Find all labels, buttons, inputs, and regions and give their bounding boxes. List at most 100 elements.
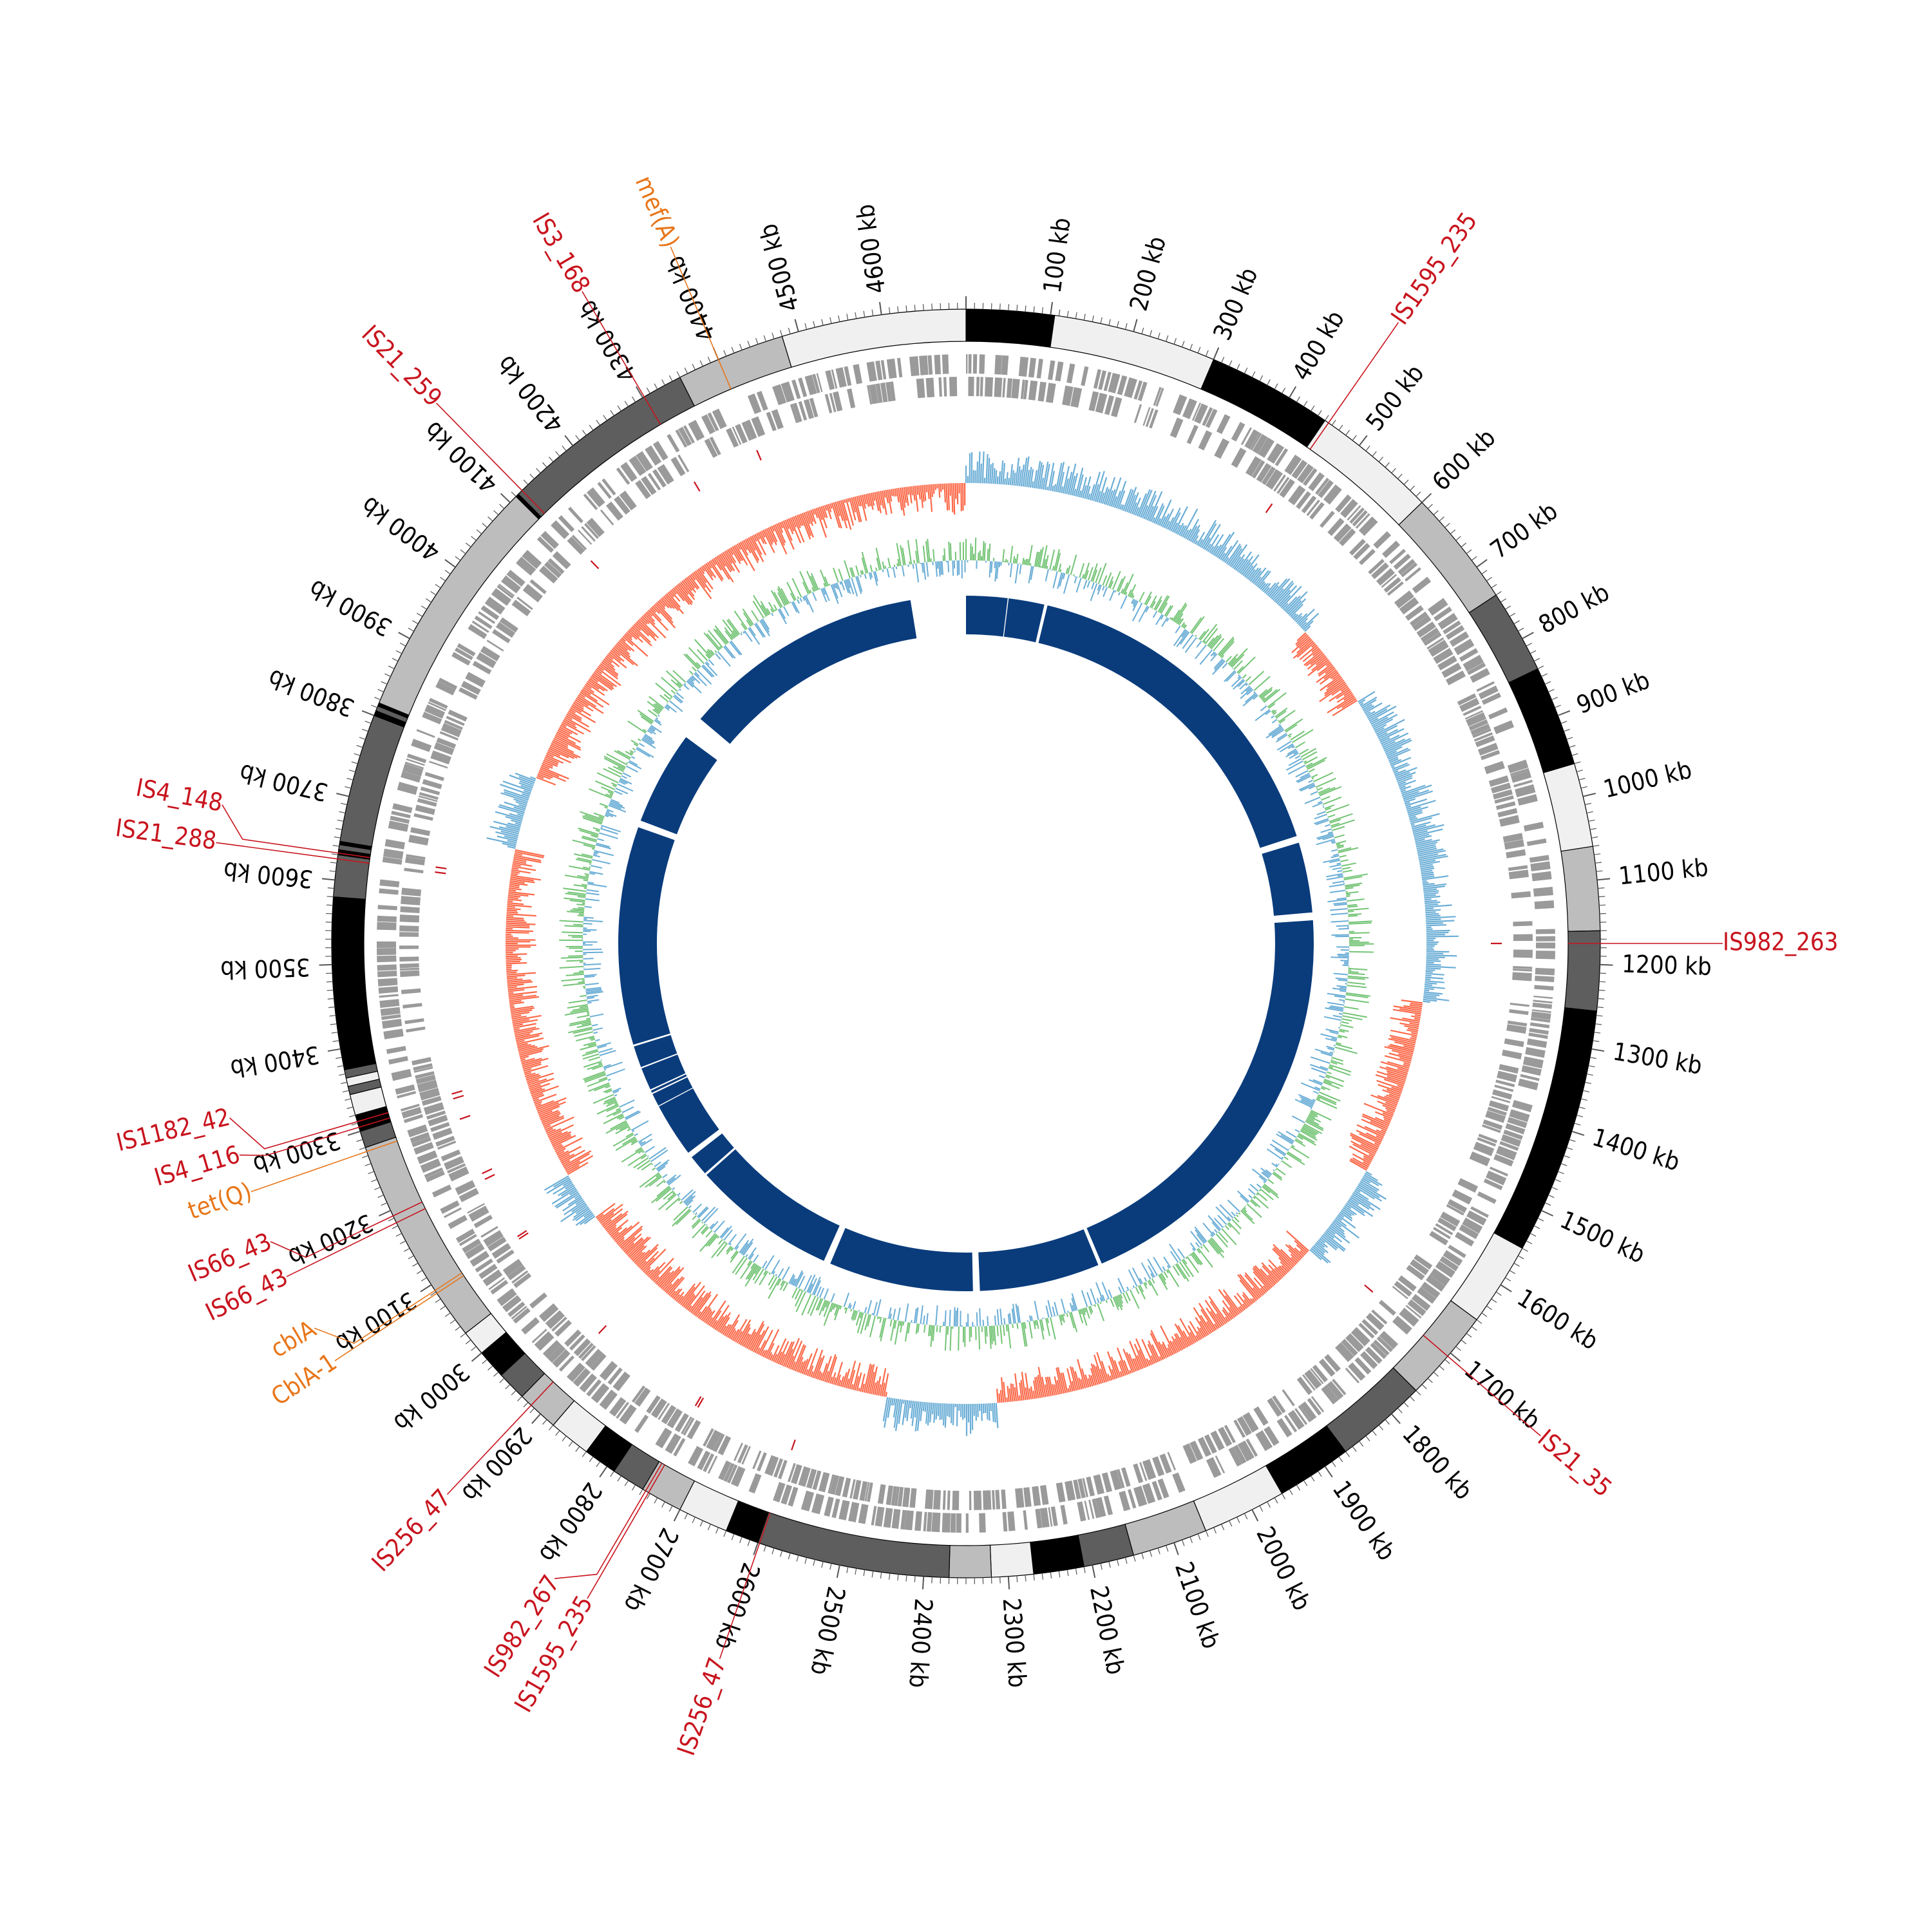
gc-content-bar xyxy=(681,580,695,597)
gc-content-bar xyxy=(810,1371,814,1378)
gc-skew-bar xyxy=(672,696,682,704)
gc-skew-bar xyxy=(1338,979,1348,981)
gc-skew-bar xyxy=(759,1271,768,1285)
gc-skew-bar xyxy=(844,1307,848,1314)
gc-content-bar xyxy=(1410,824,1415,826)
gc-content-bar xyxy=(507,989,525,992)
cds-feature xyxy=(529,1292,547,1309)
cds-feature xyxy=(1397,1275,1417,1292)
gc-content-bar xyxy=(1090,1363,1099,1385)
cds-feature xyxy=(1373,1340,1390,1356)
gc-skew-bar xyxy=(1287,748,1297,755)
gc-skew-bar xyxy=(589,871,603,875)
gc-skew-bar xyxy=(576,1014,590,1019)
minor-tick xyxy=(392,658,399,662)
gc-content-bar xyxy=(1340,1211,1353,1222)
gc-content-bar xyxy=(511,819,522,824)
gc-content-bar xyxy=(1273,1244,1296,1267)
gc-content-bar xyxy=(735,544,748,566)
minor-tick xyxy=(555,451,560,457)
gc-skew-bar xyxy=(1243,1206,1247,1210)
cds-feature xyxy=(798,1466,811,1487)
gc-skew-bar xyxy=(1311,777,1314,780)
gc-content-bar xyxy=(1289,598,1307,616)
gc-content-bar xyxy=(1358,1184,1380,1198)
gc-content-bar xyxy=(1198,1303,1217,1331)
gc-content-bar xyxy=(1318,665,1334,677)
gc-skew-bar xyxy=(808,1283,813,1293)
gc-content-bar xyxy=(1268,1264,1282,1280)
gc-skew-bar xyxy=(1079,1309,1083,1314)
gc-skew-bar xyxy=(651,1163,654,1166)
cds-feature xyxy=(1485,1110,1506,1123)
gc-skew-bar xyxy=(1099,1297,1103,1302)
gc-skew-bar xyxy=(1263,1181,1266,1184)
gc-content-bar xyxy=(1421,873,1434,877)
gc-skew-bar xyxy=(1163,1256,1171,1268)
gc-content-bar xyxy=(520,1057,535,1063)
major-tick xyxy=(336,793,350,797)
gc-content-bar xyxy=(1403,1005,1422,1010)
cds-feature xyxy=(1283,1415,1298,1433)
gc-content-bar xyxy=(699,1293,719,1320)
cds-feature xyxy=(1529,1028,1549,1035)
feature-marker xyxy=(1491,942,1502,945)
gc-content-bar xyxy=(788,518,795,532)
gc-skew-bar xyxy=(636,1159,651,1170)
cds-feature xyxy=(1532,1002,1553,1009)
feature-marker xyxy=(453,1095,464,1100)
gc-content-bar xyxy=(1425,969,1435,971)
gc-content-bar xyxy=(1236,1293,1249,1308)
minor-tick xyxy=(829,1563,832,1570)
gc-content-bar xyxy=(493,820,520,829)
gc-skew-bar xyxy=(974,537,977,561)
cds-feature xyxy=(1153,386,1162,406)
gc-content-bar xyxy=(1200,1314,1213,1334)
gc-skew-bar xyxy=(656,1159,670,1170)
gc-content-bar xyxy=(607,1224,617,1233)
gc-content-bar xyxy=(1268,585,1279,598)
gc-skew-bar xyxy=(1054,1302,1059,1316)
minor-tick xyxy=(846,314,849,321)
gc-content-bar xyxy=(1115,480,1127,509)
gc-content-bar xyxy=(1316,1240,1325,1248)
gc-skew-bar xyxy=(631,1120,649,1131)
gc-skew-bar xyxy=(1054,549,1060,571)
cds-feature xyxy=(1485,1170,1507,1186)
cds-feature xyxy=(1124,377,1137,399)
gc-content-bar xyxy=(1412,824,1435,832)
gc-content-bar xyxy=(861,495,866,509)
gc-content-bar xyxy=(822,1356,832,1382)
gc-content-bar xyxy=(513,806,526,811)
gc-content-bar xyxy=(1329,1225,1346,1238)
gc-skew-bar xyxy=(920,1305,923,1324)
gc-content-bar xyxy=(1350,1196,1370,1210)
minor-tick xyxy=(1495,1291,1502,1296)
gc-content-bar xyxy=(671,588,677,595)
gc-content-bar xyxy=(1324,679,1345,695)
cds-feature xyxy=(688,419,705,441)
cds-feature xyxy=(1459,1224,1479,1240)
gc-skew-bar xyxy=(1214,1229,1218,1233)
gc-skew-bar xyxy=(1253,1195,1269,1209)
gc-content-bar xyxy=(1313,1245,1325,1255)
gc-content-bar xyxy=(623,634,649,657)
gc-content-bar xyxy=(1423,883,1435,886)
gc-skew-bar xyxy=(806,594,808,596)
cds-feature xyxy=(891,1486,897,1506)
gc-skew-bar xyxy=(1290,730,1305,741)
gc-content-bar xyxy=(1186,518,1200,540)
gc-content-bar xyxy=(507,840,517,844)
gc-content-bar xyxy=(489,826,519,835)
cds-feature xyxy=(1517,794,1538,806)
gc-skew-bar xyxy=(1016,553,1019,564)
gc-skew-bar xyxy=(639,1141,643,1144)
cds-feature xyxy=(586,1379,602,1397)
gc-content-bar xyxy=(602,1219,612,1227)
cds-feature xyxy=(792,402,802,422)
minor-tick xyxy=(1586,1074,1593,1076)
gc-skew-bar xyxy=(1224,1225,1230,1230)
gc-content-bar xyxy=(506,972,536,976)
gc-content-bar xyxy=(1388,1045,1414,1053)
gc-skew-bar xyxy=(614,1094,618,1097)
